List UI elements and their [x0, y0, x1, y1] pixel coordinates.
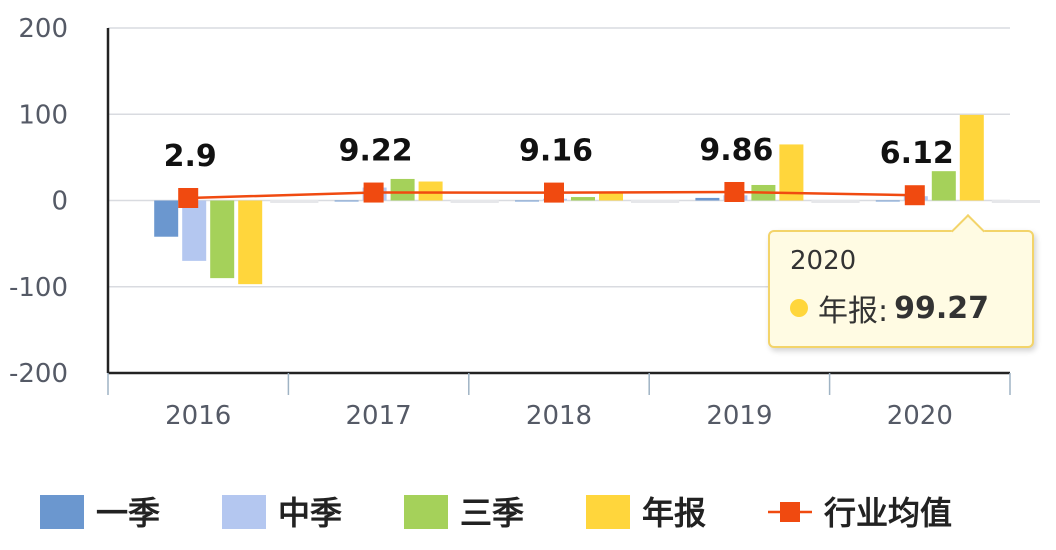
legend-marker — [780, 502, 800, 522]
tooltip-series-dot-icon — [790, 299, 808, 317]
x-tick-label: 2020 — [887, 401, 953, 431]
avg-point — [904, 185, 925, 206]
legend-label: 三季 — [460, 494, 524, 532]
x-tick-label: 2016 — [165, 401, 231, 431]
tooltip: 2020 年报: 99.27 — [768, 214, 1034, 348]
legend-swatch — [404, 495, 448, 529]
bar — [599, 191, 623, 201]
avg-point — [544, 182, 564, 203]
avg-point — [178, 187, 199, 208]
x-tick-label: 2019 — [706, 401, 772, 431]
y-tick-label: -100 — [9, 273, 68, 303]
y-axis-ticks: 200 100 0 -100 -200 — [9, 14, 68, 389]
legend[interactable]: 一季 中季 三季 年报 行业均值 — [40, 494, 952, 532]
legend-label: 一季 — [96, 494, 160, 532]
avg-data-label: 9.16 — [519, 134, 593, 169]
bar — [959, 114, 984, 201]
bar — [875, 200, 900, 202]
bar — [154, 200, 179, 237]
avg-data-label: 2.9 — [164, 139, 217, 174]
axes — [106, 28, 1010, 375]
y-tick-label: 100 — [18, 100, 68, 130]
bar — [210, 200, 235, 279]
tooltip-value: 99.27 — [894, 290, 990, 326]
tooltip-row: 年报: 99.27 — [790, 286, 989, 330]
bar — [779, 144, 804, 201]
legend-swatch — [586, 495, 630, 529]
legend-swatch — [40, 495, 84, 529]
bar — [515, 200, 539, 202]
avg-data-label: 9.86 — [699, 133, 773, 168]
bar — [390, 178, 415, 201]
tooltip-title: 2020 — [790, 246, 857, 276]
legend-label: 行业均值 — [824, 494, 952, 532]
bar-series — [154, 114, 1040, 285]
x-tick-label: 2018 — [526, 401, 592, 431]
avg-line-series: 2.9 9.22 9.16 9.86 6.12 — [164, 133, 954, 208]
bar — [238, 200, 263, 285]
x-tick-label: 2017 — [346, 401, 412, 431]
bar — [571, 197, 595, 201]
y-tick-label: -200 — [9, 359, 68, 389]
bar — [695, 197, 720, 201]
y-tick-label: 200 — [18, 14, 68, 44]
x-axis-ticks: 2016 2017 2018 2019 2020 — [107, 373, 1011, 431]
legend-label: 中季 — [278, 494, 342, 532]
tooltip-series-label: 年报: — [818, 294, 889, 329]
bar — [182, 200, 207, 261]
bar — [334, 200, 359, 202]
legend-swatch — [222, 495, 266, 529]
avg-point — [363, 182, 384, 203]
y-tick-label: 0 — [51, 187, 68, 217]
avg-point — [724, 181, 745, 202]
avg-data-label: 6.12 — [880, 136, 954, 171]
bar — [418, 181, 443, 201]
avg-data-label: 9.22 — [339, 134, 413, 169]
legend-label: 年报 — [642, 494, 706, 532]
bar — [931, 171, 956, 201]
